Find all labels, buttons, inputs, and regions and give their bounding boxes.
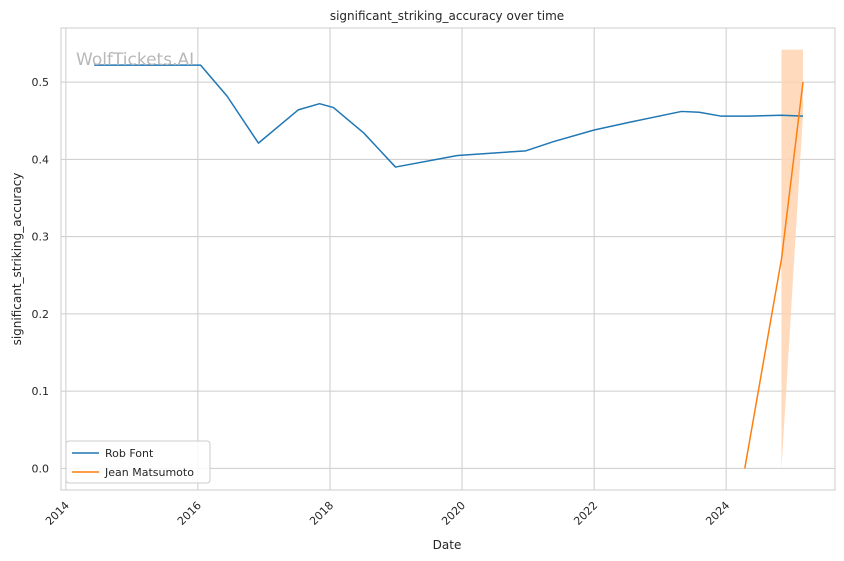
series-layer [94,64,804,469]
plot-frame [60,27,836,491]
series-line [94,64,804,168]
legend-box [65,440,211,484]
y-tick-label: 0.5 [32,76,50,89]
y-tick-label: 0.3 [32,231,50,244]
plot-area [60,27,836,491]
confidence-band-layer [781,49,803,469]
legend-entry: Rob Font [105,447,154,460]
y-tick-label: 0.0 [32,462,50,475]
legend-entry: Jean Matsumoto [104,466,194,479]
y-axis-ticks: 0.0 0.1 0.2 0.3 0.4 0.5 [32,76,50,475]
watermark: WolfTickets.AI [76,50,194,70]
grid [61,28,835,490]
x-axis-label: Date [433,538,462,552]
y-axis-label: significant_striking_accuracy [10,173,24,346]
y-tick-label: 0.1 [32,385,50,398]
legend: Rob Font Jean Matsumoto [65,440,211,484]
y-tick-label: 0.2 [32,308,50,321]
chart-title: significant_striking_accuracy over time [330,9,564,23]
confidence-band [781,49,803,469]
plot-background [61,28,835,490]
y-tick-label: 0.4 [32,153,50,166]
series-line [744,81,804,469]
